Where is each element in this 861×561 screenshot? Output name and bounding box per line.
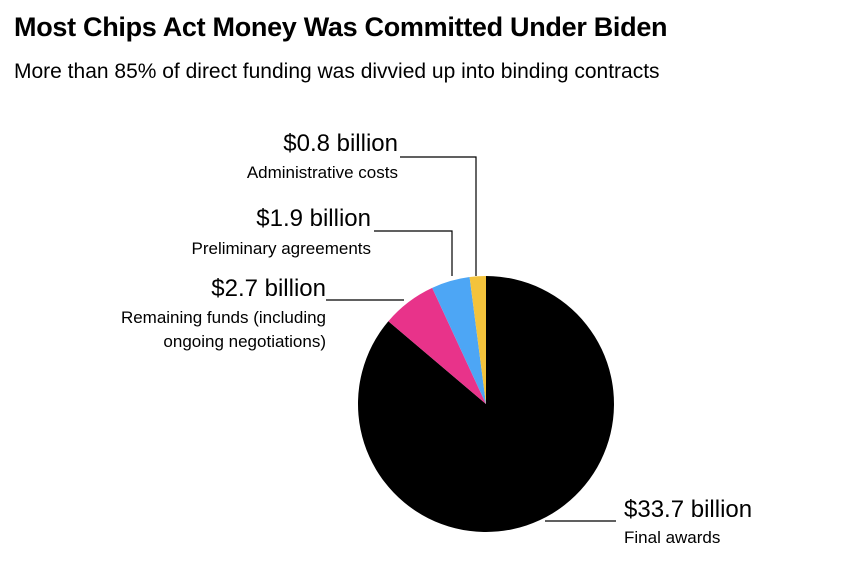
slice-value-label-3: $0.8 billion [283,130,398,157]
slice-value-label-1: $2.7 billion [211,275,326,302]
chart-subtitle: More than 85% of direct funding was divv… [14,60,660,83]
pie-slice-1 [388,287,486,404]
pie-slices [357,276,614,532]
slice-description-1-0: Remaining funds (including [121,308,326,327]
slice-description-0-0: Final awards [624,528,720,547]
slice-value-label-0: $33.7 billion [624,496,752,523]
leader-line-2 [374,230,453,276]
slice-description-1-1: ongoing negotiations) [163,332,326,351]
slice-description-3-0: Administrative costs [247,163,398,182]
leader-lines [326,156,616,522]
slice-value-label-2: $1.9 billion [256,205,371,232]
pie-slice-0 [357,276,614,532]
slice-description-2-0: Preliminary agreements [191,239,371,258]
pie-slice-2 [432,277,486,404]
leader-line-3 [400,156,477,276]
slice-labels: $33.7 billion Final awards $2.7 billion Rem… [121,130,752,547]
chart-title: Most Chips Act Money Was Committed Under… [14,12,668,42]
pie-slice-3 [469,276,486,404]
